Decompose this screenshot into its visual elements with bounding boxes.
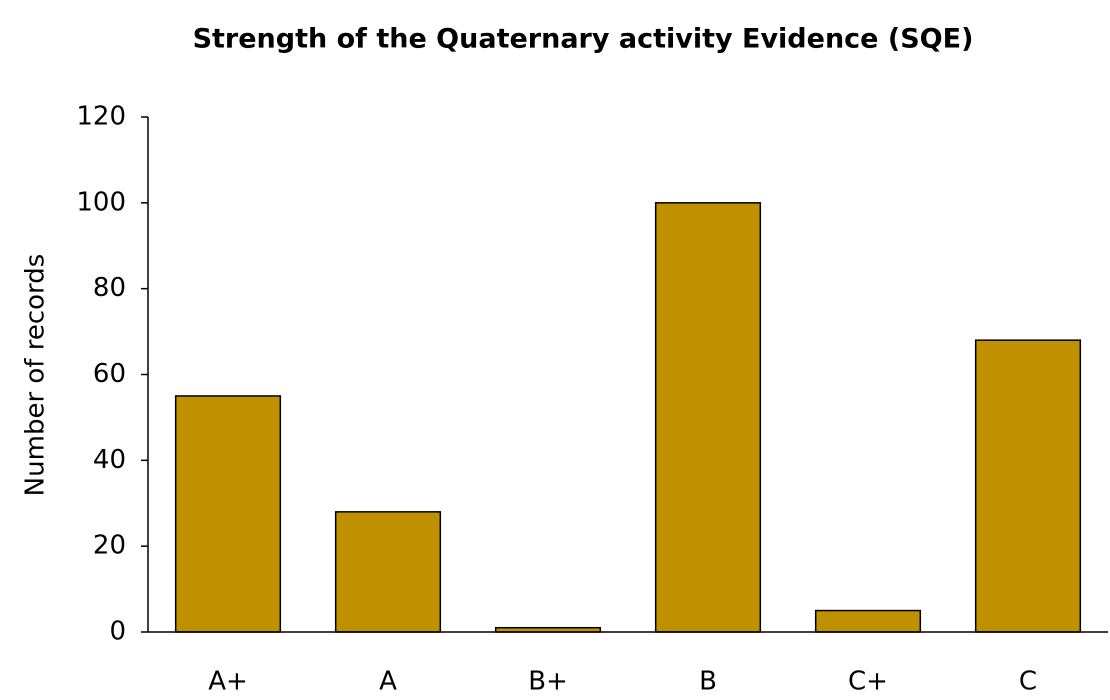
bar bbox=[174, 395, 282, 633]
x-tick-label: A+ bbox=[208, 667, 248, 697]
y-axis-label: Number of records bbox=[21, 254, 51, 497]
bar bbox=[334, 511, 442, 633]
y-tick-label: 60 bbox=[93, 359, 126, 389]
y-tick-label: 0 bbox=[109, 617, 126, 647]
y-tick-label: 100 bbox=[76, 187, 126, 217]
bar bbox=[974, 339, 1082, 633]
chart-title: Strength of the Quaternary activity Evid… bbox=[193, 24, 974, 55]
y-tick-label: 40 bbox=[93, 445, 126, 475]
y-tick-label: 120 bbox=[76, 102, 126, 132]
bar bbox=[814, 609, 922, 633]
y-tick-label: 20 bbox=[93, 531, 126, 561]
x-tick-label: B bbox=[699, 667, 717, 697]
x-tick-label: A bbox=[379, 667, 397, 697]
y-tick-label: 80 bbox=[93, 273, 126, 303]
x-tick-label: C bbox=[1019, 667, 1037, 697]
bar bbox=[654, 202, 762, 633]
x-tick-label: C+ bbox=[848, 667, 888, 697]
x-tick-label: B+ bbox=[528, 667, 568, 697]
